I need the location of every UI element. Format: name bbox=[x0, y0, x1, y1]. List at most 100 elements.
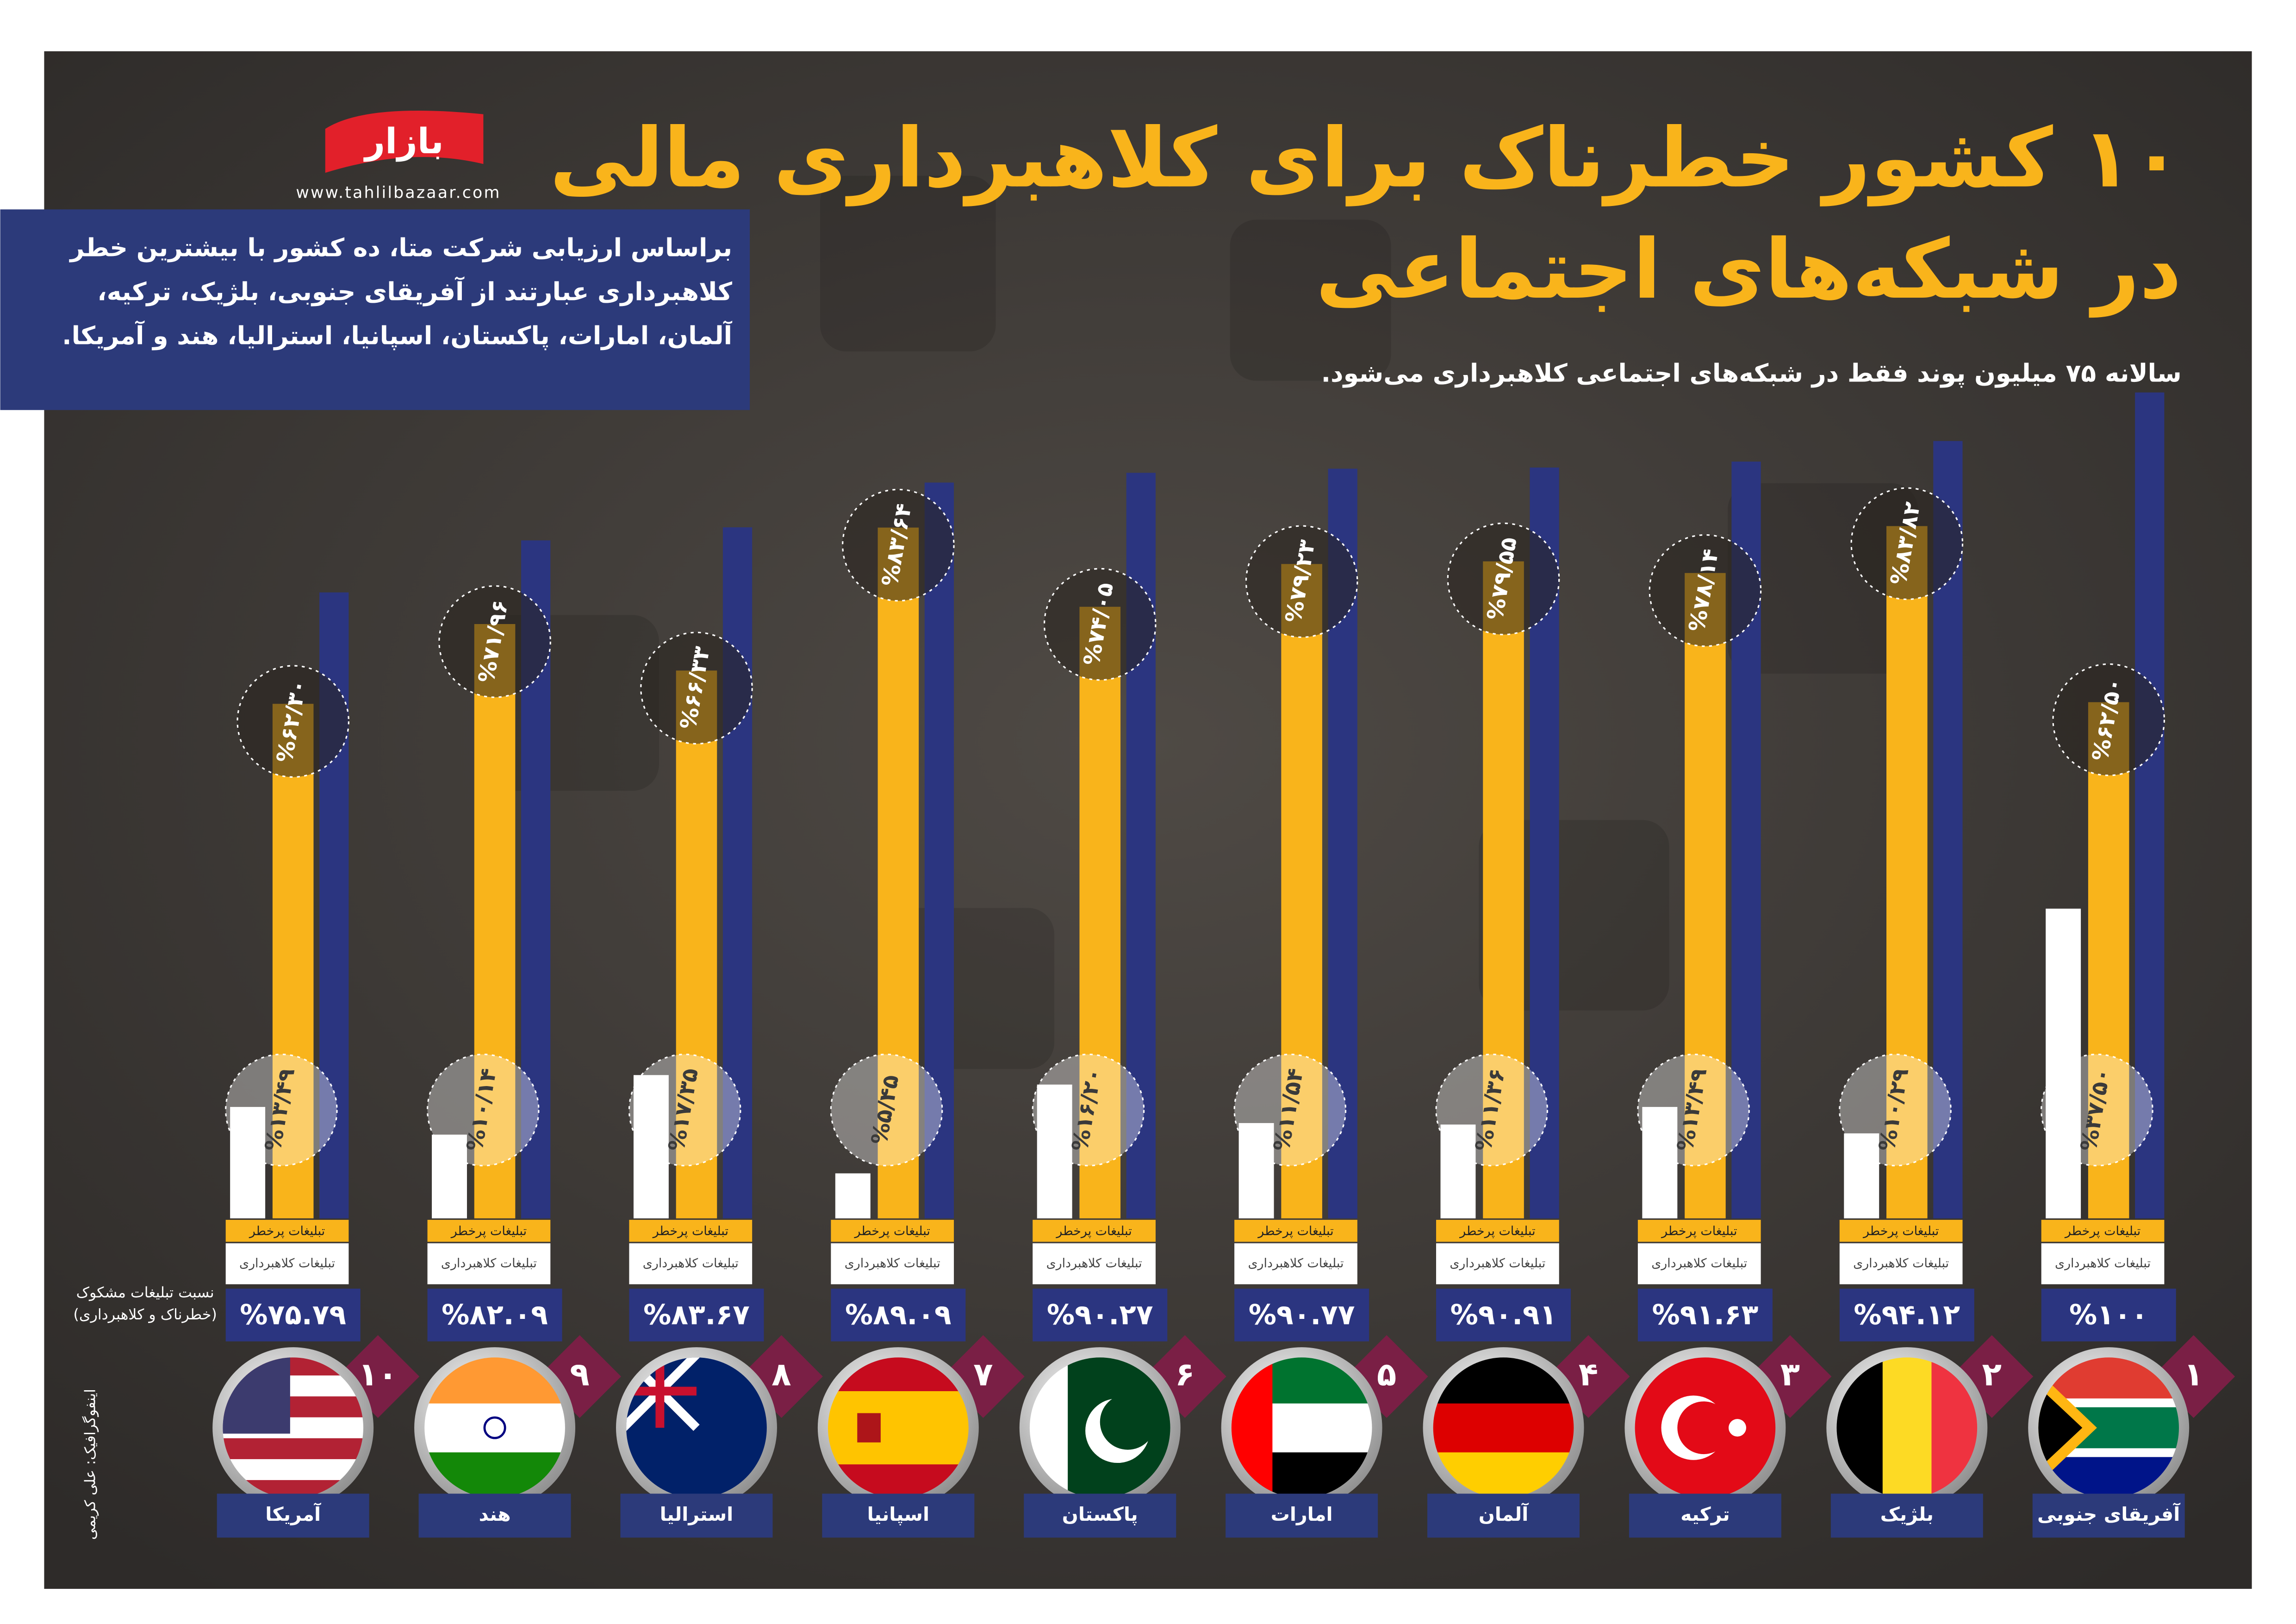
country-name: ترکیه bbox=[1680, 1503, 1730, 1525]
country-name: آفریقای جنوبی bbox=[2037, 1502, 2180, 1526]
legend-scam: تبلیغات کلاهبرداری bbox=[1046, 1256, 1142, 1270]
flag-stripe bbox=[2038, 1398, 2179, 1407]
label-bubble bbox=[1649, 534, 1762, 647]
legend-risky: تبلیغات پرخطر bbox=[652, 1224, 728, 1238]
flag bbox=[1433, 1357, 1574, 1498]
legend-strip bbox=[225, 1219, 349, 1242]
logo: بازار www.tahlilbazaar.com bbox=[296, 110, 499, 202]
legend-scam: تبلیغات کلاهبرداری bbox=[2055, 1256, 2151, 1270]
rank-label: ۸ bbox=[772, 1355, 791, 1393]
flag-crescent-cut bbox=[1677, 1401, 1730, 1455]
info-box bbox=[0, 209, 750, 410]
rank-label: ۲ bbox=[1982, 1355, 2002, 1393]
legend-strip bbox=[1033, 1219, 1156, 1242]
legend-risky: تبلیغات پرخطر bbox=[1055, 1224, 1132, 1238]
legend-panel bbox=[1234, 1243, 1357, 1285]
rank-label: ۵ bbox=[1377, 1355, 1396, 1393]
total-box bbox=[1637, 1288, 1773, 1342]
scam-bar bbox=[633, 1075, 669, 1218]
legend-total: نسبت تبلیغات مشکوک (خطرناک و کلاهبرداری) bbox=[73, 1286, 217, 1324]
scam-bar bbox=[1238, 1123, 1274, 1218]
total-value-label: %۱۰۰ bbox=[2069, 1299, 2148, 1331]
total-box bbox=[831, 1288, 966, 1342]
scam-bar bbox=[1037, 1084, 1072, 1218]
label-bubble bbox=[1043, 568, 1157, 681]
risky-bar bbox=[2088, 702, 2129, 1218]
total-value-label: %۹۰.۷۷ bbox=[1249, 1299, 1355, 1331]
risky-bar bbox=[474, 624, 516, 1218]
risky-bar bbox=[1886, 526, 1928, 1218]
scam-bar bbox=[1844, 1133, 1879, 1218]
country-banner bbox=[418, 1493, 571, 1538]
legend-scam: تبلیغات کلاهبرداری bbox=[845, 1256, 940, 1270]
legend-risky: تبلیغات پرخطر bbox=[1862, 1224, 1939, 1238]
total-bar bbox=[924, 482, 954, 1218]
total-box bbox=[427, 1288, 562, 1342]
scam-bar bbox=[835, 1173, 871, 1218]
label-bubble bbox=[2041, 1053, 2153, 1167]
scam-bar bbox=[230, 1107, 266, 1218]
risky-bar bbox=[676, 670, 717, 1218]
flag bbox=[1635, 1357, 1776, 1498]
total-value-label: %۹۰.۲۷ bbox=[1047, 1299, 1153, 1331]
legend-panel bbox=[629, 1243, 753, 1285]
flag-stripe bbox=[828, 1428, 969, 1466]
rank-label: ۳ bbox=[1780, 1355, 1800, 1393]
total-value-label: %۸۳.۶۷ bbox=[643, 1299, 750, 1331]
country-banner bbox=[822, 1493, 975, 1538]
risky-bar bbox=[1281, 564, 1322, 1218]
total-value-label: %۸۲.۰۹ bbox=[442, 1299, 548, 1331]
flag-stripe bbox=[828, 1391, 969, 1430]
risky-bar bbox=[1685, 573, 1726, 1218]
risky-bar bbox=[1079, 606, 1121, 1218]
flag-triangle bbox=[2038, 1384, 2083, 1472]
country-banner bbox=[1629, 1493, 1781, 1538]
scam-bar bbox=[2046, 908, 2081, 1218]
legend-strip bbox=[629, 1219, 753, 1242]
title-line-2: در شبکه‌های اجتماعی bbox=[1316, 222, 2182, 318]
legend-strip bbox=[1637, 1219, 1761, 1242]
logo-shape bbox=[325, 110, 484, 173]
label-bubble bbox=[1637, 1053, 1750, 1167]
total-box bbox=[1839, 1288, 1974, 1342]
legend-panel bbox=[831, 1243, 954, 1285]
flag-crescent-cut bbox=[1100, 1394, 1156, 1450]
total-value-label: %۹۱.۶۳ bbox=[1652, 1299, 1759, 1331]
legend-strip bbox=[1839, 1219, 1963, 1242]
legend-holder: نسبت تبلیغات مشکوک (خطرناک و کلاهبرداری) bbox=[73, 1286, 217, 1324]
total-box bbox=[629, 1288, 764, 1342]
subtitle: سالانه ۷۵ میلیون پوند فقط در شبکه‌های اج… bbox=[1321, 358, 2182, 387]
country-banner bbox=[1024, 1493, 1176, 1538]
total-value-label: %۹۰.۹۱ bbox=[1450, 1299, 1557, 1331]
country-name: اسپانیا bbox=[867, 1503, 929, 1525]
label-bubble bbox=[1435, 1053, 1549, 1167]
label-bubble bbox=[438, 585, 551, 698]
country-name: پاکستان bbox=[1062, 1503, 1138, 1525]
country-name: آمریکا bbox=[265, 1502, 321, 1525]
legend-risky: تبلیغات پرخطر bbox=[450, 1224, 527, 1238]
info-holder: براساس ارزیابی شرکت متا، ده کشور با بیشت… bbox=[62, 234, 732, 351]
rank-label: ۹ bbox=[570, 1355, 589, 1393]
legend-scam: تبلیغات کلاهبرداری bbox=[239, 1256, 335, 1270]
scam-bar bbox=[1642, 1107, 1678, 1218]
legend-panel bbox=[1436, 1243, 1559, 1285]
legend-panel bbox=[225, 1243, 349, 1285]
logo-text: بازار bbox=[363, 121, 443, 162]
country-banner bbox=[2032, 1493, 2185, 1538]
title: ۱۰ کشور خطرناک برای کلاهبرداری مالی bbox=[550, 111, 2182, 207]
flag-stripe bbox=[223, 1438, 364, 1460]
flag-star bbox=[1729, 1419, 1746, 1437]
country-banner bbox=[1427, 1493, 1580, 1538]
flag bbox=[626, 1357, 767, 1498]
total-value-label: %۸۹.۰۹ bbox=[845, 1299, 952, 1331]
rank-label: ۷ bbox=[973, 1355, 993, 1393]
flag-emblem bbox=[483, 1416, 506, 1439]
legend-panel bbox=[1839, 1243, 1963, 1285]
rank-label: ۴ bbox=[1579, 1355, 1598, 1393]
country-banner bbox=[217, 1493, 369, 1538]
scam-bar bbox=[432, 1134, 467, 1218]
label-bubble bbox=[1850, 487, 1964, 600]
